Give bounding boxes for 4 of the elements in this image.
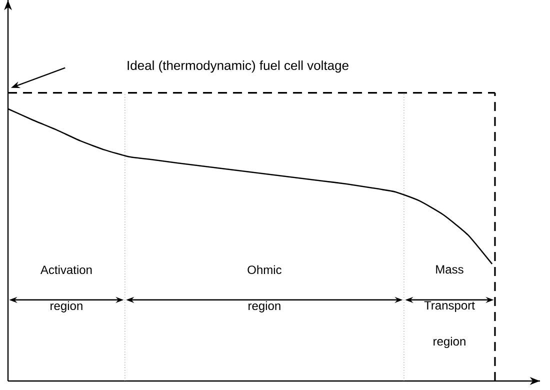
text: Ohmic region [248,265,282,312]
text: Mass Transport region [424,265,475,348]
text: Activation region [40,265,92,312]
text: Ideal (thermodynamic) fuel cell voltage [128,60,348,73]
